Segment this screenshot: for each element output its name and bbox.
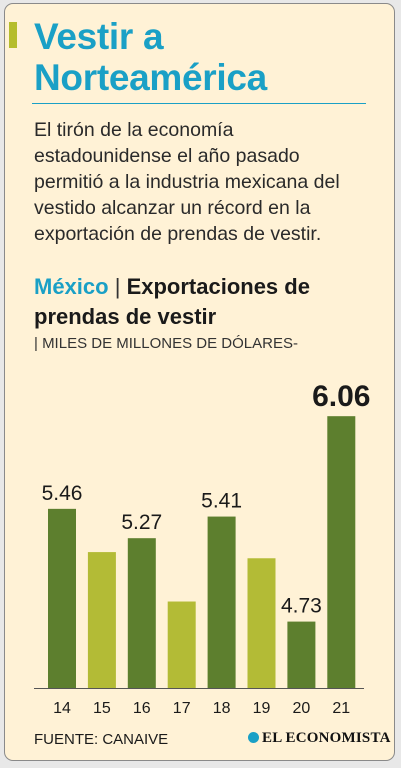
brand-logo: EL ECONOMISTA bbox=[248, 730, 391, 747]
bar-19 bbox=[248, 558, 276, 688]
x-tick-19: 19 bbox=[253, 700, 271, 717]
bar-17 bbox=[168, 602, 196, 688]
bar-18 bbox=[208, 517, 236, 688]
x-tick-20: 20 bbox=[293, 700, 311, 717]
bar-16 bbox=[128, 538, 156, 688]
x-tick-15: 15 bbox=[93, 700, 111, 717]
x-tick-21: 21 bbox=[332, 700, 350, 717]
data-label-18: 5.41 bbox=[201, 490, 242, 513]
bar-15 bbox=[88, 552, 116, 688]
data-label-20: 4.73 bbox=[281, 595, 322, 618]
data-label-16: 5.27 bbox=[121, 511, 162, 534]
bar-21 bbox=[327, 416, 355, 688]
brand-name: EL ECONOMISTA bbox=[262, 730, 391, 746]
brand-globe-icon bbox=[248, 732, 259, 743]
bar-20 bbox=[287, 622, 315, 688]
data-label-21: 6.06 bbox=[312, 380, 370, 413]
x-tick-18: 18 bbox=[213, 700, 231, 717]
data-label-14: 5.46 bbox=[42, 482, 83, 505]
x-tick-14: 14 bbox=[53, 700, 71, 717]
bar-14 bbox=[48, 509, 76, 688]
x-tick-17: 17 bbox=[173, 700, 191, 717]
source-note: FUENTE: CANAIVE bbox=[34, 731, 168, 748]
x-tick-16: 16 bbox=[133, 700, 151, 717]
